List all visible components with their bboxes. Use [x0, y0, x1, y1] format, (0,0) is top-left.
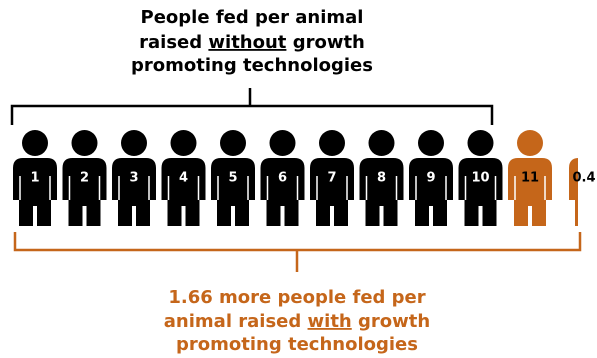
head	[319, 130, 345, 156]
person: 9	[409, 130, 453, 226]
partial-person	[569, 130, 597, 226]
person: 3	[112, 130, 156, 226]
arm-gap	[365, 176, 398, 200]
person: 6	[260, 130, 305, 226]
bottom-line: animal raised with growth	[164, 311, 430, 332]
head	[71, 130, 98, 156]
text: animal raised	[164, 311, 308, 332]
head	[517, 130, 543, 156]
figure-number: 7	[327, 171, 336, 186]
arm-gap	[464, 176, 497, 200]
arm-gap	[217, 176, 249, 200]
top-line: promoting technologies	[131, 55, 373, 76]
bottom-line: 1.66 more people fed per	[168, 287, 425, 308]
arm-gap	[415, 176, 447, 200]
person: 5	[211, 130, 255, 226]
head	[22, 130, 48, 156]
head	[368, 130, 395, 156]
body	[260, 158, 305, 226]
figure-number: 6	[278, 171, 287, 186]
figure-number: 0.4	[572, 171, 595, 186]
body	[310, 158, 354, 226]
arm-gap	[167, 176, 200, 200]
arm-gap	[316, 176, 348, 200]
bottom-bracket	[13, 232, 582, 272]
arm-gap	[68, 176, 101, 200]
head	[121, 130, 147, 156]
figures: 1 2 3 4 5 6 7 8 9 10 11 0.4	[13, 130, 597, 226]
person: 10	[458, 130, 503, 226]
body	[508, 158, 552, 226]
figure-number: 1	[30, 171, 39, 186]
person: 2	[62, 130, 107, 226]
body	[409, 158, 453, 226]
body	[569, 158, 578, 226]
figure-number: 4	[179, 171, 188, 186]
figure-number: 10	[471, 171, 489, 186]
body	[161, 158, 206, 226]
head	[269, 130, 296, 156]
body	[13, 158, 57, 226]
figure-number: 9	[426, 171, 435, 186]
text: raised	[139, 32, 208, 53]
text: growth	[286, 32, 364, 53]
arm-gap	[514, 176, 546, 200]
head	[418, 130, 444, 156]
head	[467, 130, 494, 156]
figure-number: 5	[228, 171, 237, 186]
head	[170, 130, 197, 156]
bottom-line: promoting technologies	[176, 334, 418, 355]
arm-gap	[118, 176, 150, 200]
person: 7	[310, 130, 354, 226]
top-line: People fed per animal	[141, 7, 364, 28]
emphasis: without	[208, 32, 286, 53]
head	[578, 130, 597, 156]
emphasis: with	[308, 311, 352, 332]
person: 1	[13, 130, 57, 226]
body	[211, 158, 255, 226]
figure-number: 3	[129, 171, 138, 186]
figure-number: 11	[521, 171, 539, 186]
text: growth	[352, 311, 430, 332]
person: 8	[359, 130, 404, 226]
person: 11	[508, 130, 552, 226]
body	[458, 158, 503, 226]
body	[62, 158, 107, 226]
top-line: raised without growth	[139, 32, 365, 53]
body	[112, 158, 156, 226]
arm-gap	[266, 176, 299, 200]
figure-number: 2	[80, 171, 89, 186]
body	[359, 158, 404, 226]
top-bracket	[10, 88, 494, 125]
figure-number: 8	[377, 171, 386, 186]
person: 4	[161, 130, 206, 226]
arm-gap	[19, 176, 51, 200]
head	[220, 130, 246, 156]
